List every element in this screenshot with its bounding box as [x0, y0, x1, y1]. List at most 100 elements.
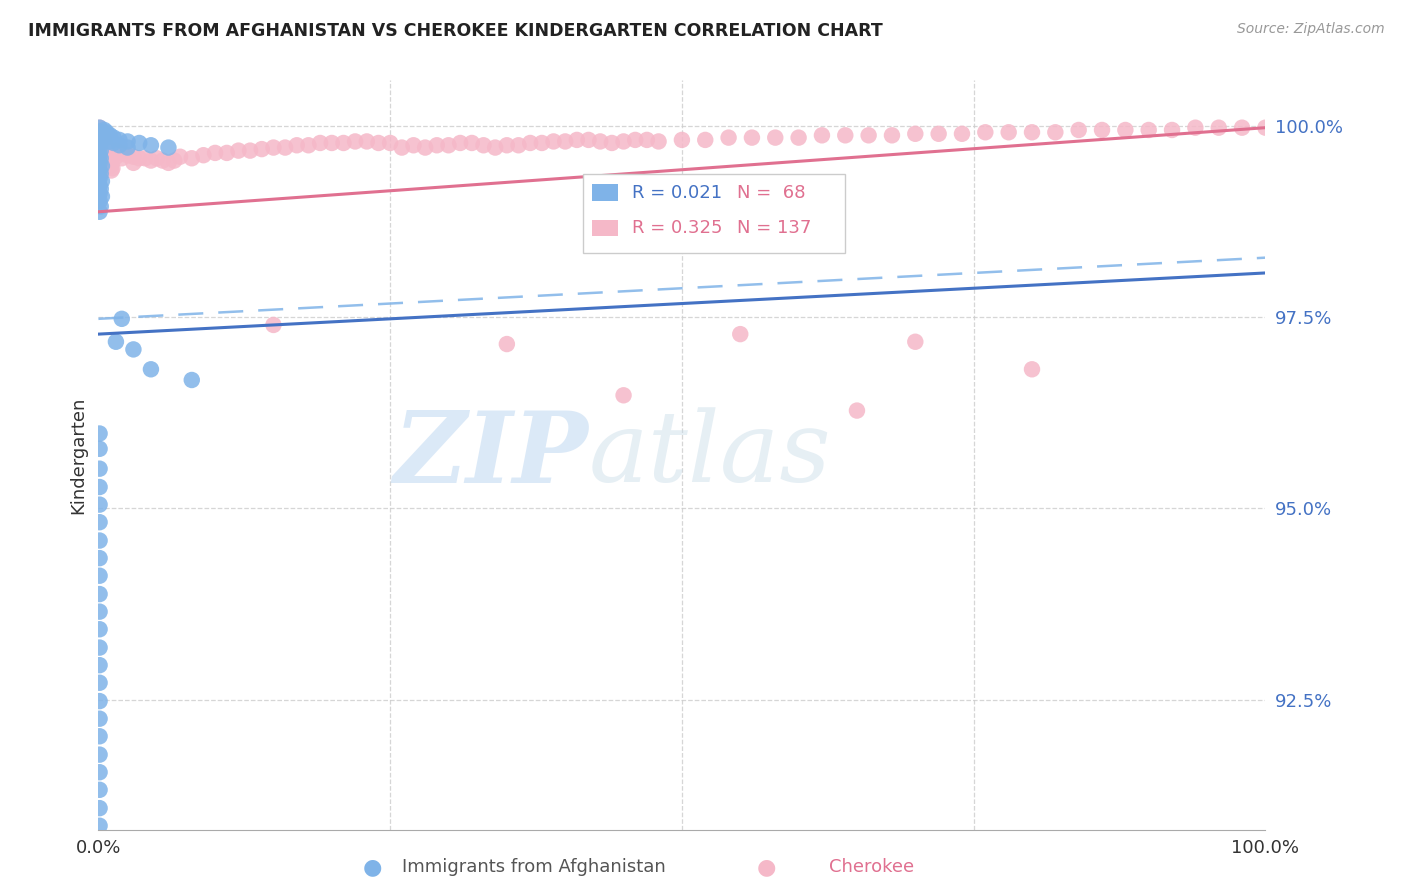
Point	[152, 153, 174, 168]
Point	[89, 120, 111, 135]
Point	[321, 136, 343, 150]
Point	[89, 186, 111, 201]
Point	[1137, 123, 1160, 137]
Point	[613, 135, 636, 149]
Point	[180, 373, 202, 387]
Point	[204, 145, 226, 160]
Point	[1021, 362, 1043, 376]
Point	[94, 138, 117, 153]
Point	[904, 127, 927, 141]
Point	[90, 144, 112, 158]
Point	[97, 145, 120, 160]
Point	[93, 128, 115, 143]
Text: N =  68: N = 68	[737, 184, 806, 202]
Point	[89, 130, 111, 145]
Point	[1184, 120, 1206, 135]
Text: ●: ●	[363, 857, 382, 877]
Point	[111, 151, 134, 165]
Text: N = 137: N = 137	[737, 219, 811, 237]
Point	[90, 167, 112, 181]
Point	[117, 135, 139, 149]
Point	[89, 163, 111, 178]
Point	[239, 144, 262, 158]
Point	[613, 388, 636, 402]
Point	[104, 150, 127, 164]
Point	[811, 128, 834, 143]
Text: atlas: atlas	[589, 408, 831, 502]
Point	[97, 151, 120, 165]
Point	[496, 337, 519, 351]
Point	[695, 133, 717, 147]
Point	[391, 140, 413, 154]
Point	[741, 130, 763, 145]
Point	[89, 694, 111, 708]
Point	[344, 135, 367, 149]
Point	[380, 136, 402, 150]
Point	[89, 568, 111, 582]
Point	[98, 128, 121, 143]
Point	[90, 182, 112, 196]
Point	[89, 658, 111, 673]
Point	[589, 135, 612, 149]
Point	[90, 127, 112, 141]
Point	[215, 145, 238, 160]
Point	[90, 174, 112, 188]
Point	[997, 125, 1019, 139]
Point	[90, 151, 112, 165]
Point	[402, 138, 425, 153]
Point	[671, 133, 693, 147]
Point	[530, 136, 553, 150]
Point	[1254, 120, 1277, 135]
Point	[89, 171, 111, 186]
Point	[89, 498, 111, 512]
Point	[117, 148, 139, 162]
Point	[717, 130, 740, 145]
Point	[98, 135, 121, 149]
Point	[89, 551, 111, 566]
Point	[274, 140, 297, 154]
Point	[600, 136, 623, 150]
Point	[100, 163, 122, 178]
Point	[96, 142, 118, 156]
Point	[97, 150, 120, 164]
Text: Cherokee: Cherokee	[830, 858, 914, 876]
Point	[157, 140, 180, 154]
Point	[880, 128, 903, 143]
Point	[461, 136, 484, 150]
Point	[89, 515, 111, 529]
Point	[89, 712, 111, 726]
Point	[787, 130, 810, 145]
Point	[163, 153, 186, 168]
Point	[250, 142, 273, 156]
Point	[100, 157, 122, 171]
Point	[519, 136, 541, 150]
Point	[1091, 123, 1114, 137]
Point	[554, 135, 576, 149]
Point	[103, 130, 125, 145]
Point	[98, 153, 121, 168]
Point	[90, 133, 112, 147]
Point	[139, 362, 162, 376]
Point	[647, 135, 669, 149]
Point	[578, 133, 600, 147]
Point	[180, 151, 202, 165]
Point	[89, 461, 111, 475]
Point	[128, 151, 150, 165]
Point	[89, 765, 111, 780]
Point	[1230, 120, 1253, 135]
Point	[91, 136, 114, 150]
Point	[834, 128, 856, 143]
Point	[437, 138, 460, 153]
Point	[139, 153, 162, 168]
Point	[103, 136, 125, 150]
Point	[96, 148, 118, 162]
Text: R = 0.325: R = 0.325	[631, 219, 723, 237]
Point	[89, 801, 111, 815]
Point	[89, 533, 111, 548]
Point	[90, 159, 112, 173]
Point	[950, 127, 973, 141]
Point	[111, 145, 134, 160]
Point	[90, 189, 112, 203]
Point	[89, 204, 111, 219]
Point	[413, 140, 436, 154]
